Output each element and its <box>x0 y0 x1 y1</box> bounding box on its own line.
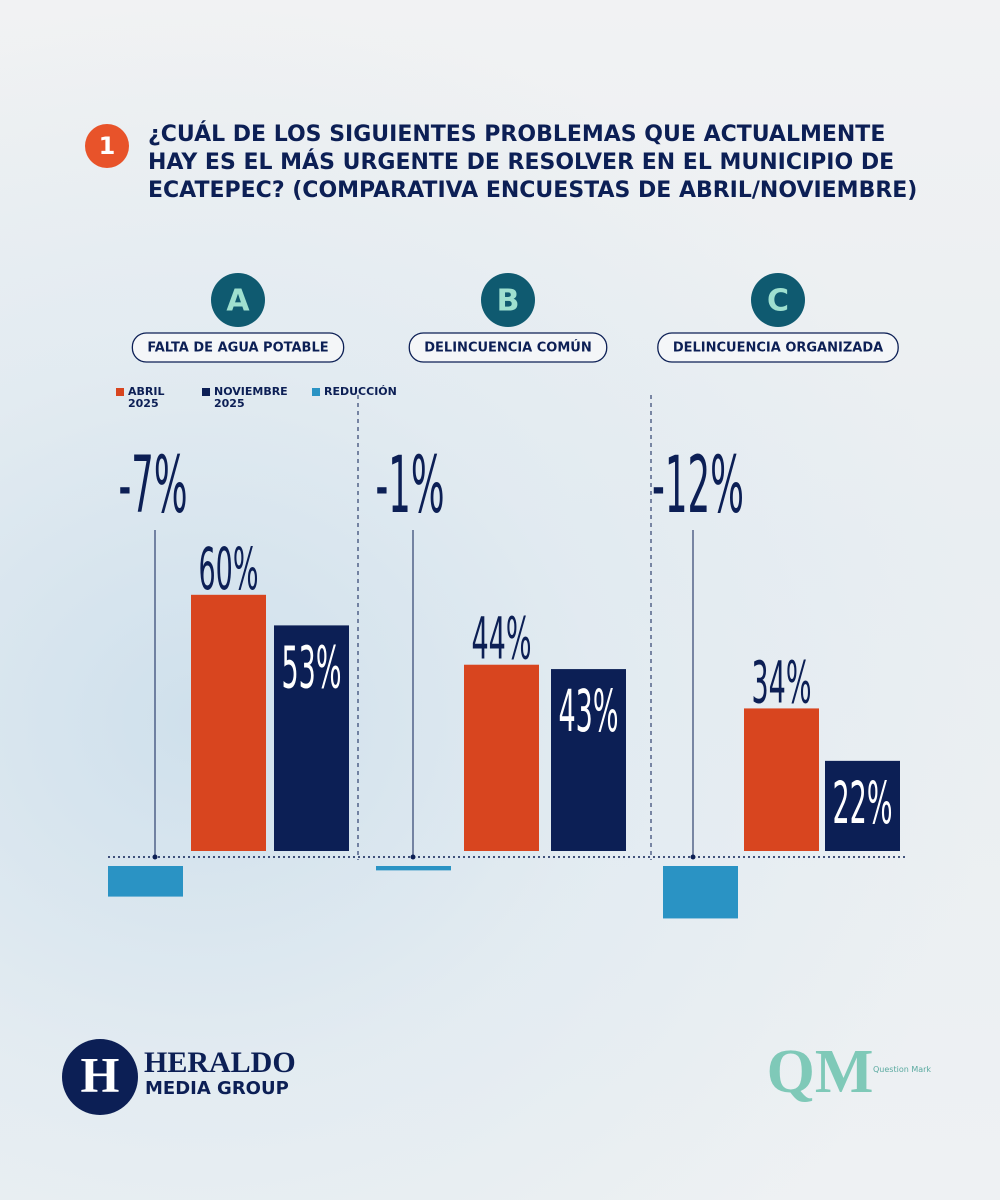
category-label: DELINCUENCIA COMÚN <box>424 340 591 356</box>
category-badge <box>751 273 805 327</box>
value-label: 53% <box>282 633 342 701</box>
category-letter: A <box>226 284 250 319</box>
bar <box>551 669 626 851</box>
value-label: 60% <box>199 535 259 603</box>
heraldo-name: HERALDO <box>144 1046 296 1079</box>
category-label: DELINCUENCIA ORGANIZADA <box>673 341 883 356</box>
category-pill <box>408 332 608 363</box>
qm-name: Question Mark <box>873 1065 931 1074</box>
reduction-label: -7% <box>119 441 188 531</box>
reduction-bar <box>376 866 451 871</box>
bar <box>464 664 539 851</box>
bar <box>744 708 819 851</box>
heraldo-mark: H <box>81 1046 120 1102</box>
category-badge <box>481 273 535 327</box>
reduction-label: -1% <box>376 441 445 531</box>
legend-swatch <box>116 388 124 396</box>
heraldo-logo <box>62 1039 138 1115</box>
legend-label: REDUCCIÓN <box>324 385 397 398</box>
reduction-dot <box>690 854 696 860</box>
question-number: 1 <box>99 132 116 160</box>
bar <box>825 760 900 851</box>
bar <box>191 594 266 851</box>
legend-label: NOVIEMBRE 2025 <box>214 385 288 410</box>
value-label: 22% <box>833 769 893 837</box>
reduction-label: -12% <box>652 441 744 531</box>
legend-swatch <box>202 388 210 396</box>
category-pill <box>131 332 345 363</box>
category-pill <box>657 332 899 363</box>
category-label: FALTA DE AGUA POTABLE <box>147 341 328 356</box>
value-label: 43% <box>559 677 619 745</box>
reduction-dot <box>152 854 158 860</box>
bar <box>274 625 349 851</box>
category-letter: C <box>767 284 789 319</box>
legend-label: ABRIL 2025 <box>128 385 165 410</box>
category-badge <box>211 273 265 327</box>
legend-swatch <box>312 388 320 396</box>
reduction-bar <box>663 866 738 919</box>
title-line: HAY ES EL MÁS URGENTE DE RESOLVER EN EL … <box>148 149 894 175</box>
heraldo-sub: MEDIA GROUP <box>145 1078 289 1099</box>
value-label: 44% <box>472 605 532 673</box>
title-line: ECATEPEC? (COMPARATIVA ENCUESTAS DE ABRI… <box>148 178 917 203</box>
value-label: 34% <box>752 648 812 716</box>
reduction-dot <box>410 854 416 860</box>
reduction-bar <box>108 866 183 897</box>
question-badge <box>85 124 129 168</box>
category-letter: B <box>497 284 520 319</box>
title-line: ¿CUÁL DE LOS SIGUIENTES PROBLEMAS QUE AC… <box>148 121 885 147</box>
qm-mark: QM <box>767 1038 874 1106</box>
